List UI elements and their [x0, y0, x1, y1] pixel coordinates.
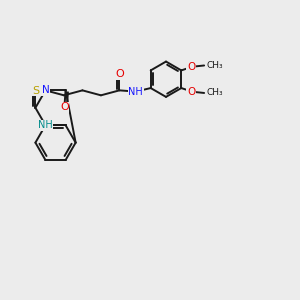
Text: N: N [42, 85, 49, 95]
Text: O: O [60, 103, 69, 112]
Text: CH₃: CH₃ [207, 61, 223, 70]
Text: O: O [115, 69, 124, 79]
Text: S: S [32, 86, 39, 96]
Text: NH: NH [128, 87, 143, 97]
Text: CH₃: CH₃ [207, 88, 223, 98]
Text: NH: NH [38, 120, 53, 130]
Text: O: O [187, 62, 195, 72]
Text: O: O [187, 87, 195, 97]
